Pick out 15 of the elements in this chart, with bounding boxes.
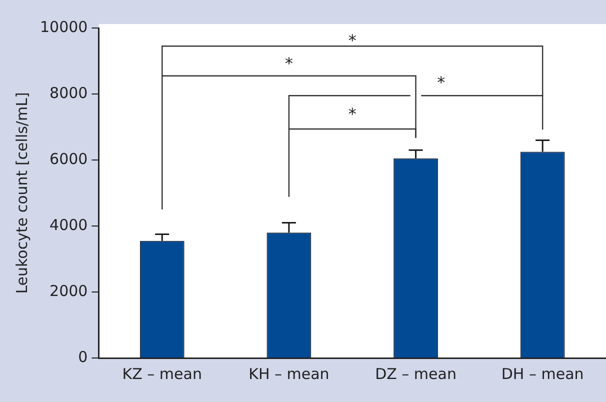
- y-tick-label: 0: [78, 348, 88, 366]
- y-tick-label: 6000: [50, 150, 88, 168]
- annotation: *: [437, 73, 446, 92]
- y-tick-label: 2000: [50, 282, 88, 300]
- y-tick-label: 10000: [40, 18, 88, 36]
- y-tick-label: 4000: [50, 216, 88, 234]
- annotation: *: [348, 30, 356, 50]
- annotation: *: [348, 104, 356, 124]
- x-tick-label: KH – mean: [248, 364, 330, 383]
- x-tick-label: KZ – mean: [122, 364, 202, 383]
- x-tick-label: DH – mean: [501, 364, 584, 383]
- y-axis-title: Leukocyte count [cells/mL]: [12, 92, 31, 294]
- y-tick-label: 8000: [50, 84, 88, 102]
- x-tick-label: DZ – mean: [375, 364, 456, 383]
- annotation: *: [284, 54, 293, 73]
